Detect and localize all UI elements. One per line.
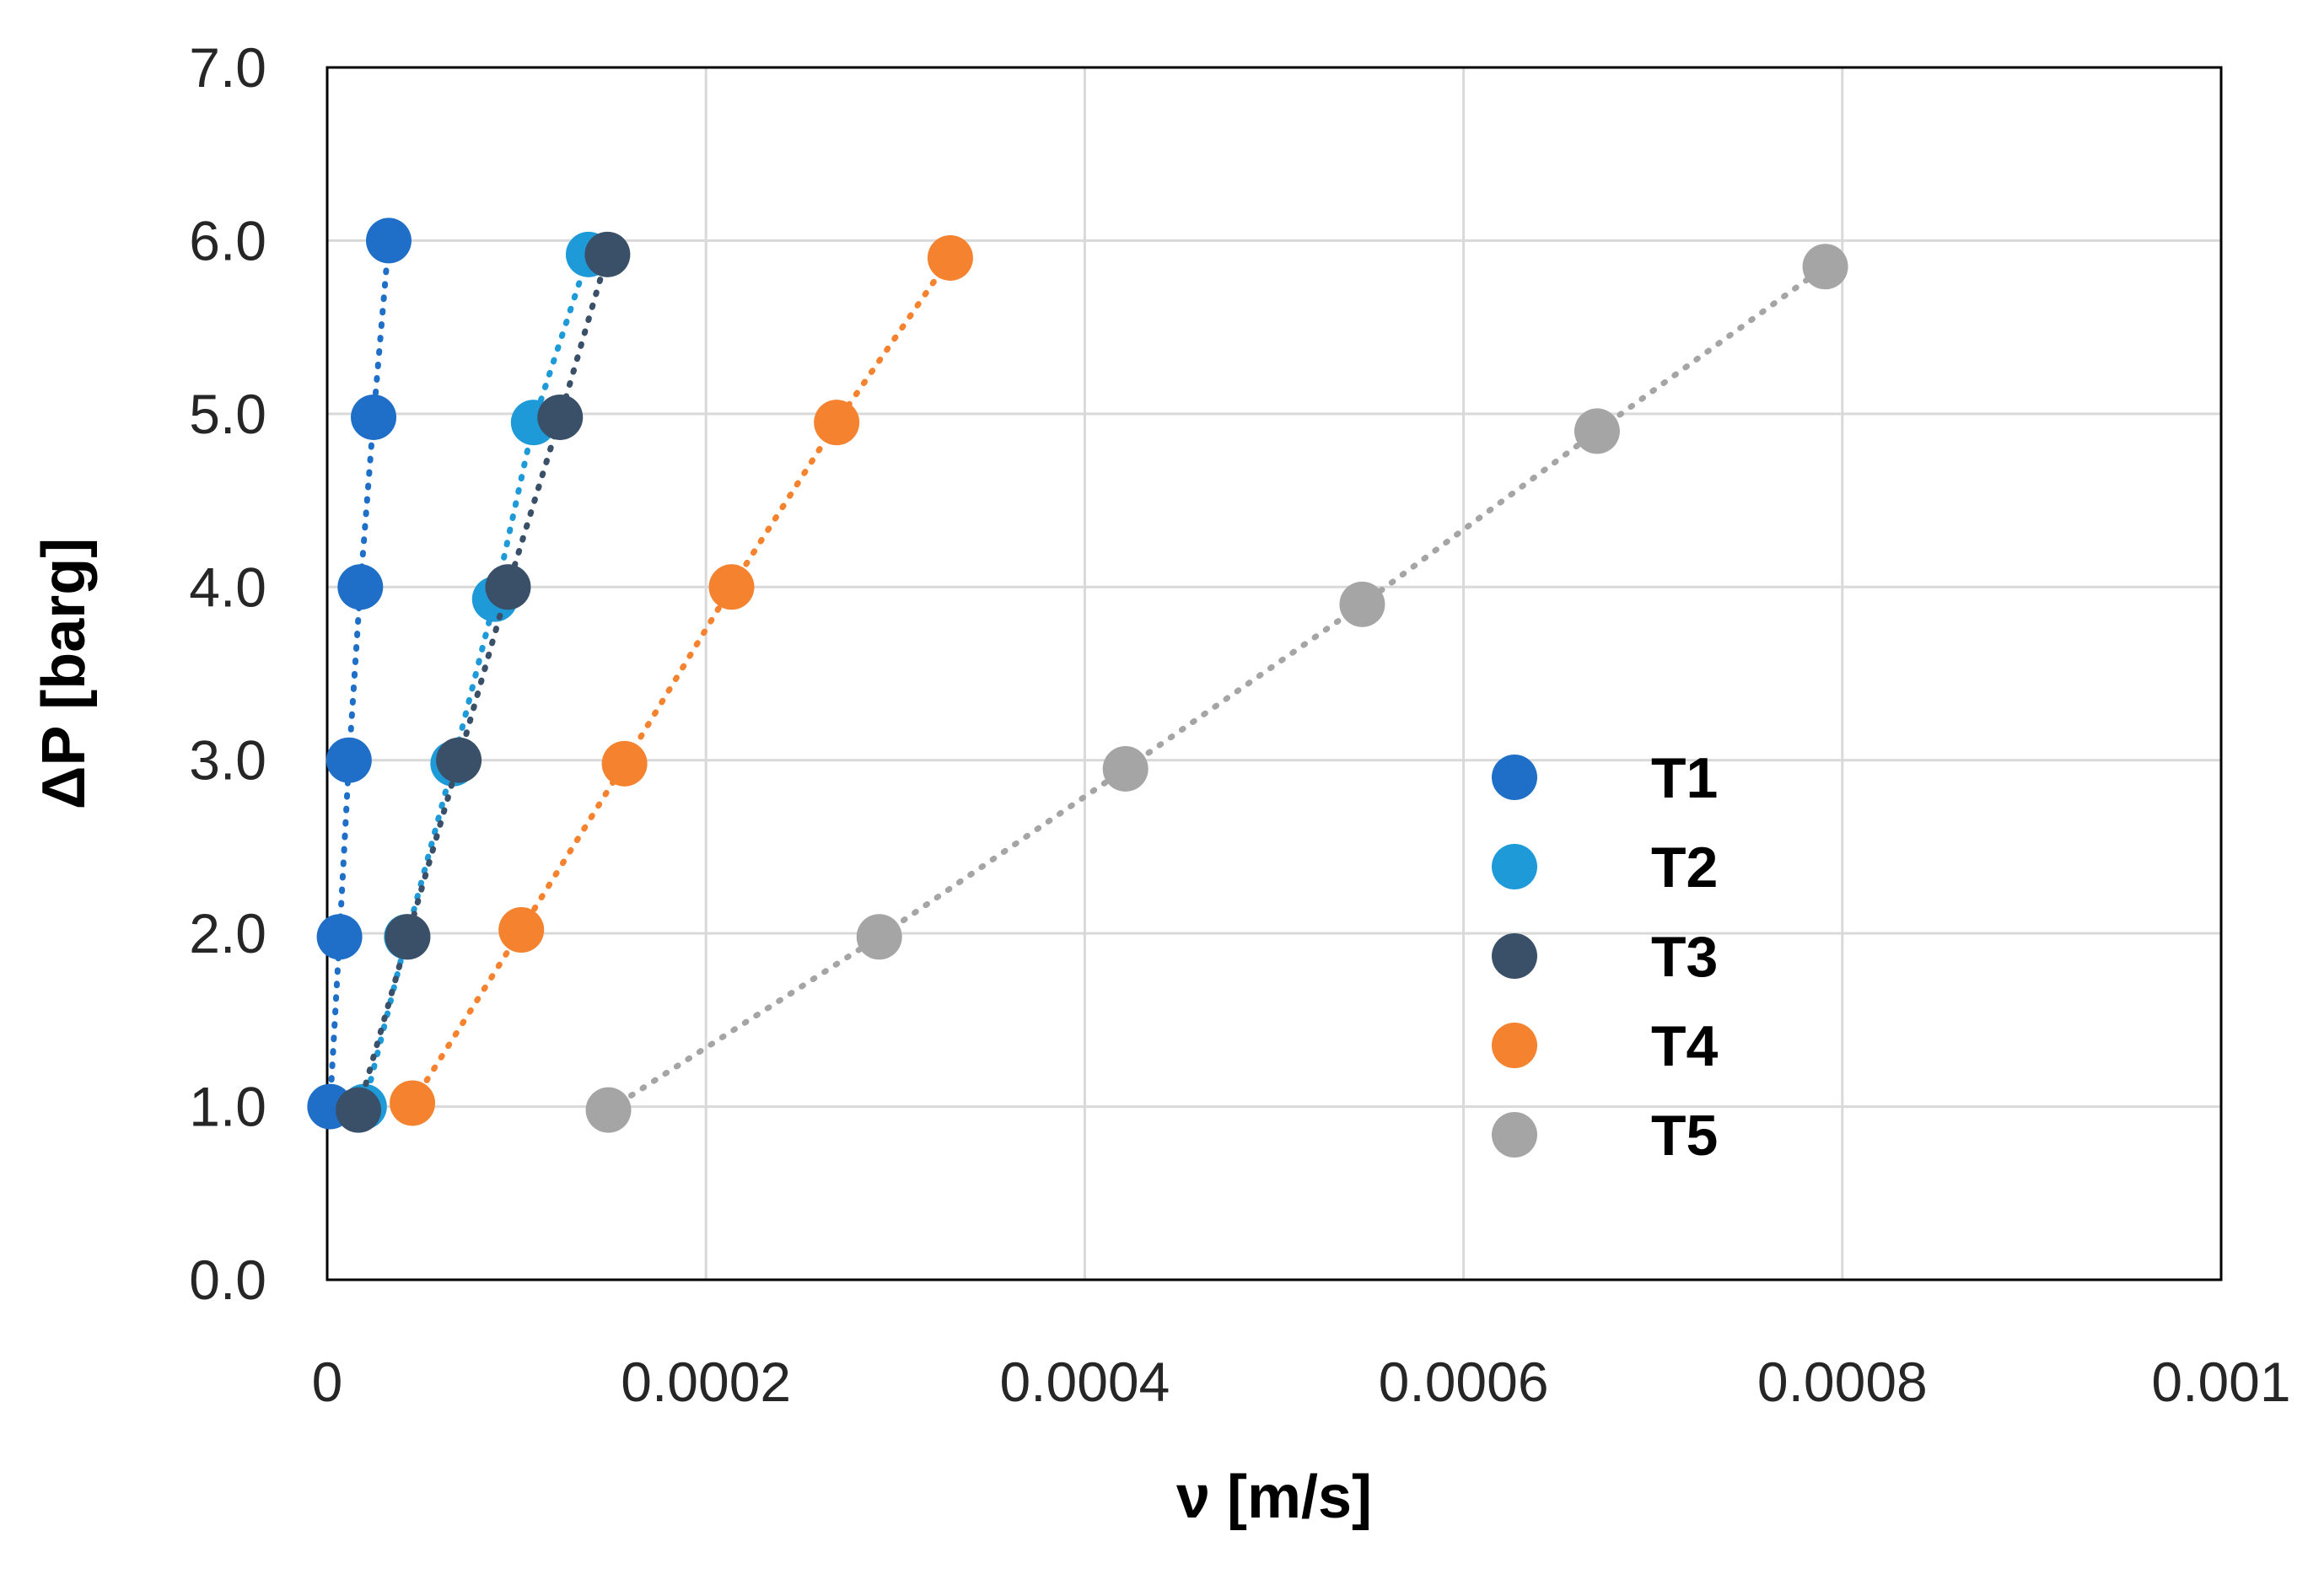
data-point-T4 [601, 740, 648, 787]
series-T5 [585, 244, 1848, 1133]
legend-marker [1492, 844, 1537, 889]
series-layer [307, 218, 1848, 1133]
data-point-T5 [585, 1087, 632, 1133]
data-point-T3 [485, 564, 531, 610]
legend-item-T3: T3 [1492, 925, 1718, 989]
legend-label: T2 [1651, 835, 1718, 900]
legend-marker [1492, 1023, 1537, 1068]
series-line-T1 [326, 237, 392, 1110]
legend-item-T2: T2 [1492, 835, 1718, 900]
data-point-T1 [325, 737, 372, 783]
y-tick-label: 7.0 [189, 36, 266, 99]
data-point-T1 [365, 218, 412, 264]
series-T3 [336, 231, 631, 1133]
data-point-T1 [337, 564, 384, 610]
data-point-T3 [385, 914, 431, 960]
data-point-T5 [1339, 581, 1385, 627]
x-tick-label: 0 [312, 1351, 343, 1413]
data-point-T4 [390, 1080, 436, 1126]
y-tick-label: 0.0 [189, 1249, 266, 1311]
legend-marker [1492, 1112, 1537, 1158]
legend: T1 T2 T3 T4 T5 [1492, 746, 1719, 1168]
data-point-T3 [537, 394, 584, 440]
x-tick-label: 0.0008 [1757, 1351, 1928, 1413]
x-tick-label: 0.001 [2151, 1351, 2290, 1413]
legend-label: T3 [1651, 925, 1718, 989]
y-axis-title: ΔP [barg] [30, 538, 98, 809]
legend-label: T4 [1651, 1014, 1719, 1078]
plot-area-frame [325, 66, 2223, 1281]
legend-item-T1: T1 [1492, 746, 1718, 810]
y-tick-label: 5.0 [189, 383, 266, 445]
legend-marker [1492, 933, 1537, 979]
x-tick-label: 0.0006 [1379, 1351, 1549, 1413]
data-point-T4 [814, 400, 860, 446]
y-tick-label: 4.0 [189, 556, 266, 618]
y-tick-label: 2.0 [189, 902, 266, 964]
tick-labels: 0.0 1.0 2.0 3.0 4.0 5.0 6.0 7.0 0 0.0002 0.0004 0.0… [189, 36, 2290, 1413]
series-T2 [341, 231, 611, 1130]
series-T1 [307, 218, 412, 1130]
data-point-T5 [1574, 408, 1620, 454]
legend-label: T1 [1651, 746, 1718, 810]
x-axis-title: ν [m/s] [1176, 1464, 1372, 1531]
data-point-T4 [708, 564, 755, 610]
data-point-T5 [1102, 745, 1149, 792]
x-tick-label: 0.0004 [999, 1351, 1170, 1413]
series-line-T5 [605, 263, 1829, 1114]
data-point-T1 [316, 914, 363, 960]
series-line-T4 [409, 255, 954, 1106]
data-point-T4 [498, 907, 545, 954]
y-tick-label: 3.0 [189, 729, 266, 792]
data-point-T5 [856, 914, 902, 960]
legend-item-T5: T5 [1492, 1104, 1718, 1168]
data-point-T5 [1802, 244, 1848, 290]
series-line-T3 [355, 251, 611, 1114]
data-point-T4 [927, 234, 973, 281]
data-point-T3 [584, 231, 631, 277]
legend-label: T5 [1651, 1104, 1718, 1168]
series-T4 [390, 234, 973, 1126]
legend-item-T4: T4 [1492, 1014, 1719, 1078]
x-tick-label: 0.0002 [621, 1351, 791, 1413]
y-tick-label: 1.0 [189, 1076, 266, 1138]
y-tick-label: 6.0 [189, 209, 266, 271]
legend-marker [1492, 755, 1537, 800]
data-point-T1 [351, 394, 397, 440]
data-point-T3 [436, 737, 482, 783]
data-point-T3 [336, 1087, 382, 1133]
